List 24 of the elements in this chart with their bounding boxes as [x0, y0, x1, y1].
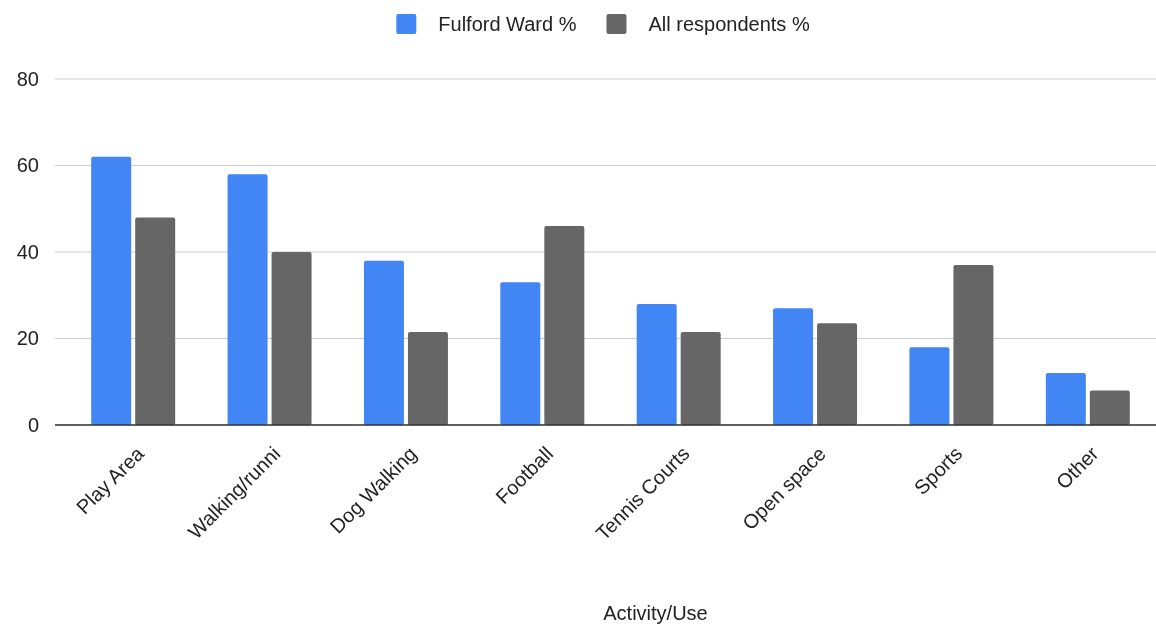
legend-label: Fulford Ward % — [438, 13, 577, 35]
bar — [363, 260, 404, 425]
y-tick-label: 20 — [16, 327, 39, 350]
bar — [271, 252, 312, 425]
bar — [817, 323, 858, 425]
bar — [680, 332, 721, 425]
bar — [1089, 390, 1130, 425]
bar — [909, 347, 950, 425]
bar — [636, 303, 677, 425]
x-axis-title: Activity/Use — [603, 602, 708, 624]
y-tick-label: 0 — [27, 413, 39, 436]
bar — [773, 308, 814, 425]
bar — [91, 156, 132, 425]
y-tick-label: 40 — [16, 240, 39, 263]
bar — [544, 226, 585, 425]
bar — [135, 217, 176, 425]
bar — [407, 332, 448, 425]
legend-label: All respondents % — [648, 13, 810, 35]
bar — [953, 264, 994, 425]
y-tick-label: 80 — [16, 67, 39, 90]
bar — [227, 174, 268, 425]
bar — [1045, 373, 1086, 425]
y-tick-label: 60 — [16, 154, 39, 177]
bar — [500, 282, 541, 425]
